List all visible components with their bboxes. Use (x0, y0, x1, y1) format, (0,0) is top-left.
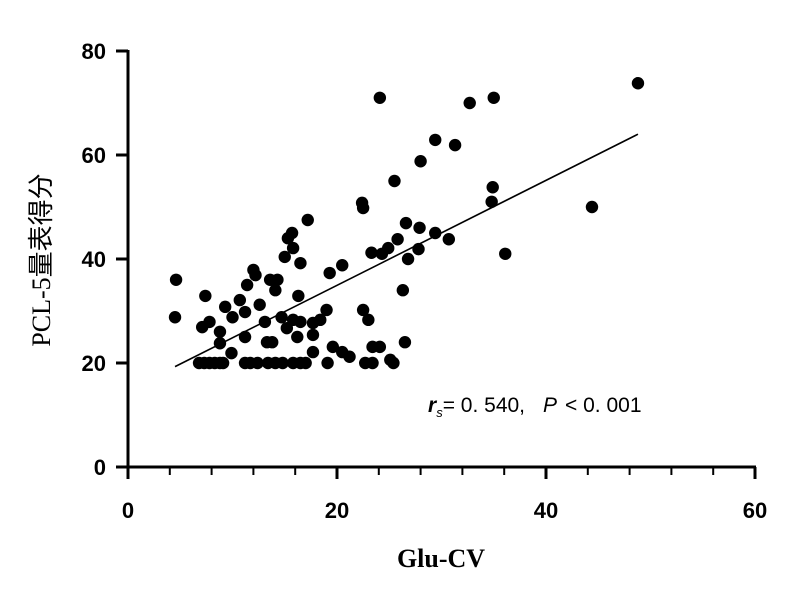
data-point (233, 293, 247, 307)
y-tick-label: 40 (82, 247, 106, 272)
r-value: = 0. 540, (443, 394, 525, 417)
data-point (631, 77, 645, 90)
data-point (276, 356, 289, 370)
data-point (266, 336, 279, 349)
data-point (336, 259, 349, 272)
data-point (225, 346, 238, 360)
data-point (365, 246, 378, 259)
data-point (280, 321, 294, 335)
data-point (442, 233, 456, 246)
data-point (463, 96, 476, 110)
data-point (306, 328, 320, 342)
data-point (486, 181, 499, 194)
data-point (314, 313, 327, 327)
data-point (585, 200, 599, 214)
data-point (168, 311, 182, 324)
data-point (218, 300, 232, 314)
data-point (299, 356, 312, 370)
data-point (294, 256, 307, 270)
data-point (294, 315, 307, 329)
axis-ticks (116, 49, 757, 479)
x-tick-label: 0 (122, 498, 134, 523)
data-point (362, 313, 375, 327)
data-point (326, 340, 340, 354)
data-point (292, 289, 305, 303)
data-point (356, 201, 370, 215)
data-point (398, 336, 412, 349)
x-tick-label: 60 (743, 498, 767, 523)
data-point (226, 311, 239, 324)
y-tick-label: 60 (82, 143, 106, 168)
data-point (253, 298, 266, 311)
data-point (413, 221, 426, 234)
x-tick-label: 20 (325, 498, 349, 523)
data-point (356, 303, 370, 317)
data-point (401, 252, 415, 266)
data-point (281, 232, 295, 245)
x-axis-title: Glu-CV (397, 544, 485, 573)
data-point (373, 340, 387, 354)
data-point (306, 345, 320, 359)
p-symbol: P (543, 394, 557, 417)
x-tick-label: 40 (534, 498, 558, 523)
data-point (399, 216, 413, 230)
data-point (291, 330, 304, 344)
data-point (278, 250, 291, 264)
data-point (414, 155, 427, 168)
data-point (375, 247, 389, 260)
data-point (286, 241, 300, 255)
p-value: < 0. 001 (565, 394, 641, 417)
data-point (249, 268, 262, 282)
data-point (485, 195, 498, 208)
data-point (499, 247, 512, 260)
y-axis-title: PCL-5量表得分 (27, 173, 56, 346)
data-point (323, 266, 336, 280)
data-point (373, 91, 387, 105)
data-point (169, 273, 183, 286)
data-point (238, 330, 252, 344)
y-tick-label: 20 (82, 351, 106, 376)
data-point (343, 350, 356, 363)
data-point (396, 284, 410, 297)
data-point (321, 356, 334, 370)
data-point (429, 133, 442, 147)
data-point (448, 138, 462, 152)
data-point (216, 356, 230, 370)
trend-line (174, 133, 639, 368)
data-point (391, 233, 404, 246)
data-point (213, 325, 227, 338)
data-point (320, 303, 333, 317)
y-tick-label: 0 (94, 455, 106, 480)
data-point (251, 356, 264, 370)
data-point (269, 284, 282, 297)
data-point (388, 174, 401, 188)
r-subscript: s (436, 405, 443, 420)
r-symbol: r (428, 394, 438, 417)
data-point (387, 356, 400, 370)
data-point (429, 226, 442, 240)
data-point (199, 289, 212, 303)
data-point (487, 91, 500, 105)
data-point (301, 213, 314, 227)
data-point (238, 305, 252, 319)
y-tick-label: 80 (82, 39, 106, 64)
data-point (240, 278, 254, 292)
data-point (203, 315, 216, 329)
data-points (168, 77, 645, 370)
correlation-annotation: rs= 0. 540, P < 0. 001 (428, 394, 642, 420)
data-point (366, 356, 379, 370)
data-point (271, 273, 284, 286)
